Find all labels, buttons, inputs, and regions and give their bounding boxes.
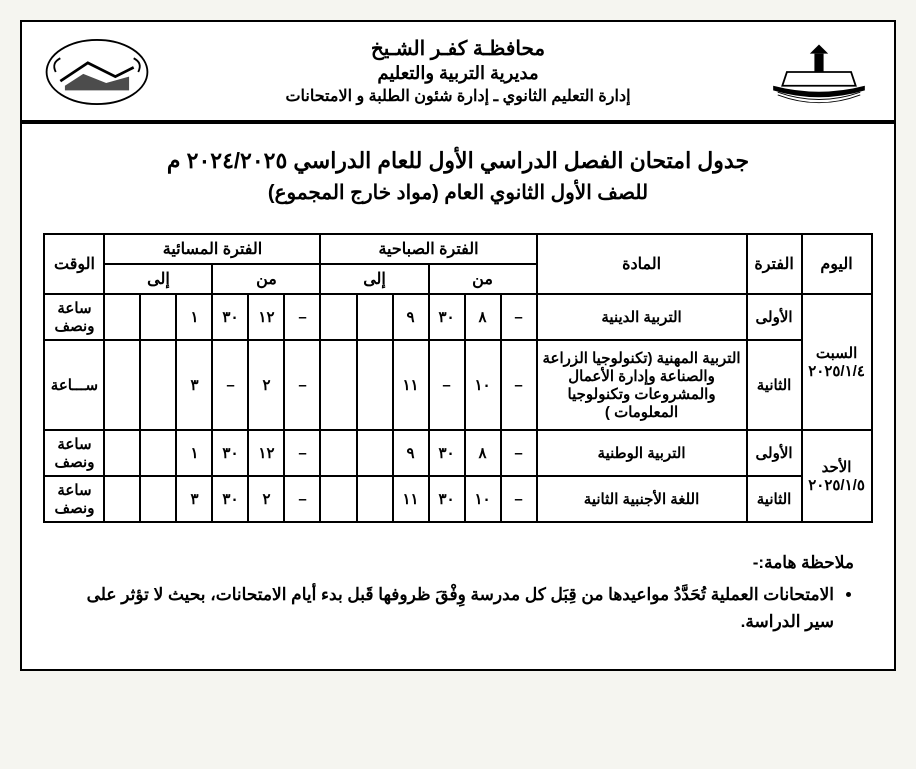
cell-period: الأولى — [747, 430, 802, 476]
cell-time — [104, 476, 140, 522]
col-subject: المادة — [537, 234, 747, 294]
cell-day: السبت ٢٠٢٥/١/٤ — [802, 294, 872, 430]
cell-time: – — [501, 430, 537, 476]
cell-time: ١٠ — [465, 476, 501, 522]
cell-duration: ســـاعة — [44, 340, 104, 430]
cell-time — [140, 476, 176, 522]
table-row: الثانيةاللغة الأجنبية الثانية–١٠٣٠١١–٢٣٠… — [44, 476, 871, 522]
cell-subject: التربية الدينية — [537, 294, 747, 340]
cell-time — [104, 340, 140, 430]
cell-time: ٣ — [176, 340, 212, 430]
col-evening-to: إلى — [104, 264, 212, 294]
cell-duration: ساعة ونصف — [44, 294, 104, 340]
cell-subject: التربية الوطنية — [537, 430, 747, 476]
cell-time: – — [212, 340, 248, 430]
cell-time: ١٠ — [465, 340, 501, 430]
notes-header: ملاحظة هامة:- — [62, 553, 854, 573]
col-morning-from: من — [429, 264, 537, 294]
cell-time: ٣٠ — [212, 430, 248, 476]
main-title: جدول امتحان الفصل الدراسي الأول للعام ال… — [32, 148, 884, 174]
cell-time — [320, 476, 356, 522]
col-evening-from: من — [212, 264, 320, 294]
governorate-logo — [764, 32, 874, 112]
cell-time: ٣٠ — [212, 294, 248, 340]
cell-time — [140, 340, 176, 430]
department-name: إدارة التعليم الثانوي ـ إدارة شئون الطلب… — [152, 86, 764, 106]
header: محافظـة كفـر الشـيخ مديرية التربية والتع… — [22, 22, 894, 124]
cell-duration: ساعة ونصف — [44, 476, 104, 522]
col-period: الفترة — [747, 234, 802, 294]
cell-time: – — [501, 294, 537, 340]
cell-time: ٣٠ — [429, 476, 465, 522]
cell-day: الأحد ٢٠٢٥/١/٥ — [802, 430, 872, 522]
directorate-logo — [42, 32, 152, 112]
table-row: الأحد ٢٠٢٥/١/٥الأولىالتربية الوطنية–٨٣٠٩… — [44, 430, 871, 476]
cell-time: ٣٠ — [429, 430, 465, 476]
cell-time — [357, 430, 393, 476]
cell-time — [320, 294, 356, 340]
cell-time: ٣ — [176, 476, 212, 522]
cell-time: ١ — [176, 294, 212, 340]
cell-time: – — [501, 340, 537, 430]
cell-time: ٩ — [393, 430, 429, 476]
col-morning: الفترة الصباحية — [320, 234, 536, 264]
header-text: محافظـة كفـر الشـيخ مديرية التربية والتع… — [152, 36, 764, 108]
col-evening: الفترة المسائية — [104, 234, 320, 264]
cell-time: ١ — [176, 430, 212, 476]
col-morning-to: إلى — [320, 264, 428, 294]
cell-time — [104, 294, 140, 340]
cell-time: ٨ — [465, 294, 501, 340]
cell-time: ١١ — [393, 476, 429, 522]
document-titles: جدول امتحان الفصل الدراسي الأول للعام ال… — [22, 124, 894, 233]
cell-time: ١٢ — [248, 294, 284, 340]
notes-section: ملاحظة هامة:- الامتحانات العملية تُحَدَّ… — [22, 543, 894, 669]
cell-time: – — [284, 340, 320, 430]
cell-time: ١١ — [393, 340, 429, 430]
cell-time — [357, 476, 393, 522]
table-body: السبت ٢٠٢٥/١/٤الأولىالتربية الدينية–٨٣٠٩… — [44, 294, 871, 522]
cell-time: ٢ — [248, 340, 284, 430]
cell-time: ٩ — [393, 294, 429, 340]
cell-period: الأولى — [747, 294, 802, 340]
col-duration: الوقت — [44, 234, 104, 294]
cell-time — [320, 340, 356, 430]
cell-time: – — [429, 340, 465, 430]
cell-subject: اللغة الأجنبية الثانية — [537, 476, 747, 522]
cell-time: ٣٠ — [429, 294, 465, 340]
cell-time: – — [284, 294, 320, 340]
table-row: السبت ٢٠٢٥/١/٤الأولىالتربية الدينية–٨٣٠٩… — [44, 294, 871, 340]
notes-list: الامتحانات العملية تُحَدَّدُ مواعيدها من… — [62, 581, 854, 635]
cell-time: ١٢ — [248, 430, 284, 476]
col-day: اليوم — [802, 234, 872, 294]
cell-time — [104, 430, 140, 476]
cell-time — [140, 294, 176, 340]
governorate-name: محافظـة كفـر الشـيخ — [152, 36, 764, 61]
cell-time — [320, 430, 356, 476]
cell-time: ٨ — [465, 430, 501, 476]
cell-period: الثانية — [747, 340, 802, 430]
table-row: الثانيةالتربية المهنية (تكنولوجيا الزراع… — [44, 340, 871, 430]
cell-time: ٣٠ — [212, 476, 248, 522]
cell-time: – — [284, 430, 320, 476]
cell-time — [357, 294, 393, 340]
cell-time: – — [501, 476, 537, 522]
cell-time: ٢ — [248, 476, 284, 522]
cell-duration: ساعة ونصف — [44, 430, 104, 476]
sub-title: للصف الأول الثانوي العام (مواد خارج المج… — [32, 180, 884, 205]
exam-schedule-table: اليوم الفترة المادة الفترة الصباحية الفت… — [43, 233, 872, 523]
note-item: الامتحانات العملية تُحَدَّدُ مواعيدها من… — [62, 581, 834, 635]
document-page: محافظـة كفـر الشـيخ مديرية التربية والتع… — [20, 20, 896, 671]
cell-time — [140, 430, 176, 476]
cell-period: الثانية — [747, 476, 802, 522]
table-head: اليوم الفترة المادة الفترة الصباحية الفت… — [44, 234, 871, 294]
directorate-name: مديرية التربية والتعليم — [152, 63, 764, 84]
cell-time: – — [284, 476, 320, 522]
cell-time — [357, 340, 393, 430]
cell-subject: التربية المهنية (تكنولوجيا الزراعة والصن… — [537, 340, 747, 430]
